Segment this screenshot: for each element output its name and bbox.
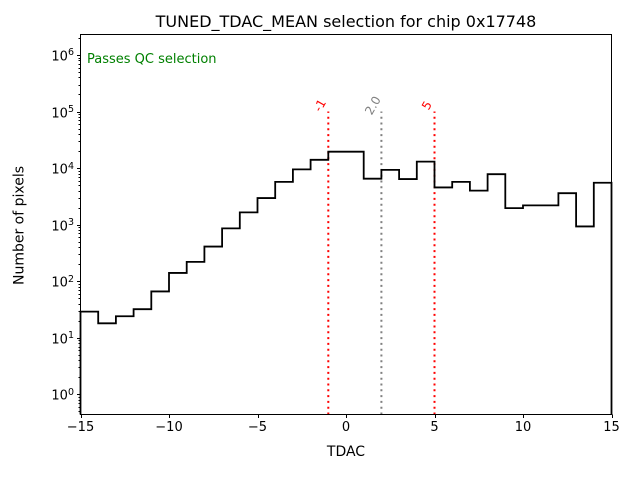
chart-title: TUNED_TDAC_MEAN selection for chip 0x177… bbox=[155, 12, 537, 31]
y-tick-label: 101 bbox=[51, 330, 74, 348]
y-tick-label: 104 bbox=[51, 160, 74, 178]
x-tick-label: −10 bbox=[155, 419, 183, 435]
histogram-line bbox=[79, 150, 613, 415]
y-tick-label: 102 bbox=[51, 273, 74, 291]
x-tick-label: 5 bbox=[430, 419, 439, 435]
x-tick-label: 0 bbox=[341, 419, 351, 435]
y-axis-label: Number of pixels bbox=[11, 165, 28, 286]
x-tick-label: 10 bbox=[514, 419, 532, 435]
y-tick-label: 103 bbox=[51, 217, 74, 234]
x-tick-label: 15 bbox=[603, 419, 620, 435]
x-tick-label: −5 bbox=[247, 419, 268, 435]
y-tick-label: 106 bbox=[51, 47, 74, 65]
y-tick-label: 105 bbox=[51, 104, 74, 121]
x-axis-label: TDAC bbox=[326, 444, 366, 460]
x-tick-label: −15 bbox=[66, 419, 95, 435]
y-tick-label: 100 bbox=[51, 386, 74, 404]
qc-annotation: Passes QC selection bbox=[87, 52, 217, 67]
axes-frame bbox=[80, 34, 612, 415]
